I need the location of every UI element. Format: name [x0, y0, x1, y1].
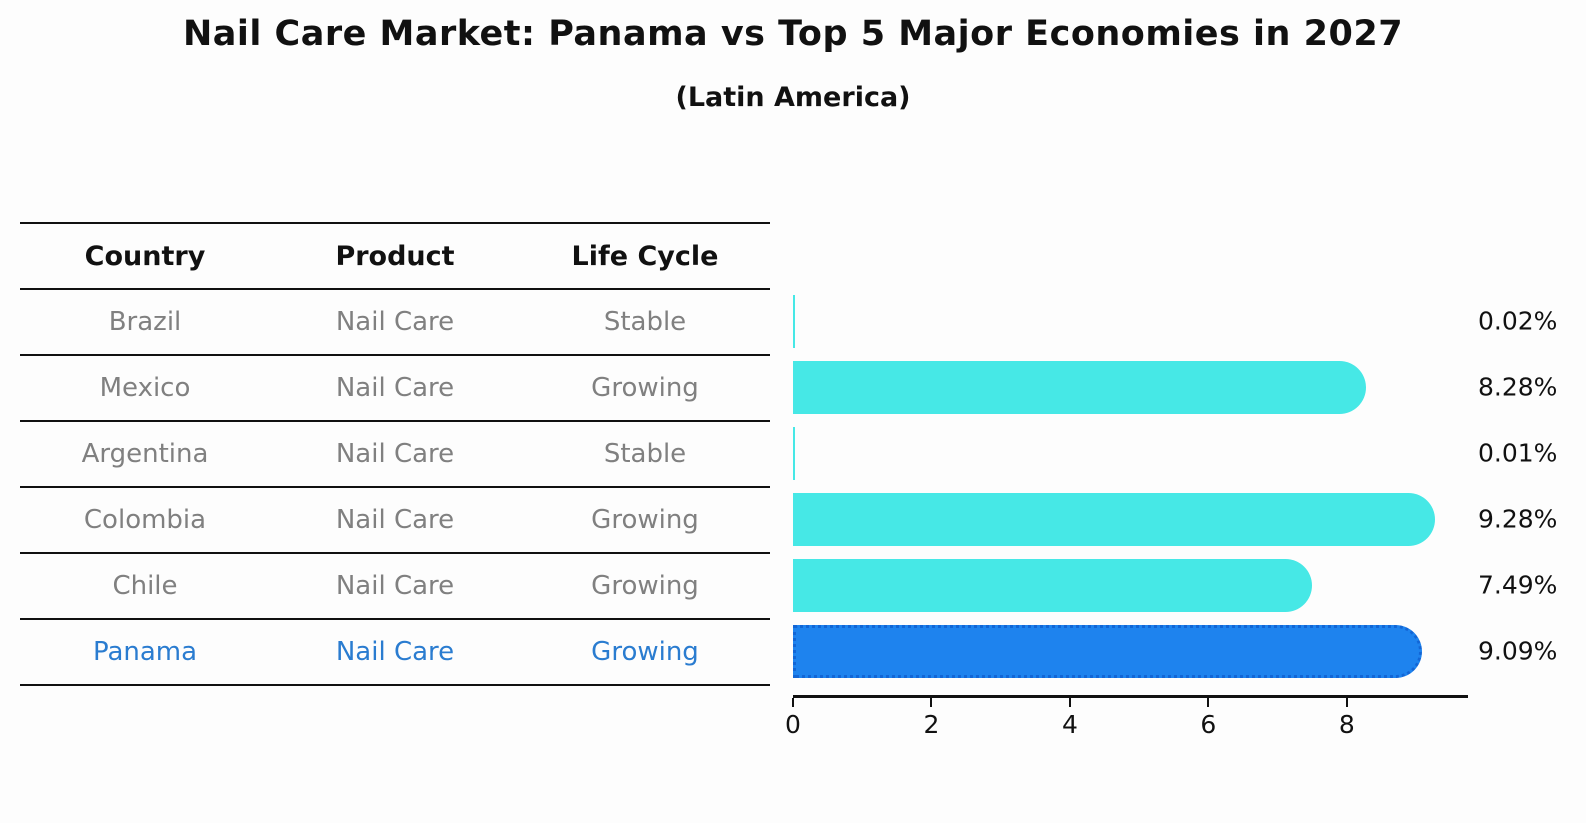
bar-value-label: 8.28% — [1478, 372, 1558, 402]
country-cell: Brazil — [108, 307, 182, 337]
country-cell: Colombia — [83, 505, 207, 535]
table-row: Argentina Nail Care Stable — [20, 422, 770, 488]
bar-value-label: 0.02% — [1478, 306, 1558, 336]
country-cell: Mexico — [99, 373, 191, 403]
table-row: Mexico Nail Care Growing — [20, 356, 770, 422]
bar-value-label: 9.09% — [1478, 636, 1558, 666]
table-row: Colombia Nail Care Growing — [20, 488, 770, 554]
country-cell: Chile — [112, 571, 178, 601]
x-axis-tick-mark — [930, 698, 933, 707]
bar-value-label: 7.49% — [1478, 570, 1558, 600]
bar-panama — [793, 624, 1423, 678]
bar-value-label: 9.28% — [1478, 504, 1558, 534]
life-cycle-cell: Growing — [591, 373, 699, 403]
column-header-life-cycle: Life Cycle — [571, 240, 719, 272]
chart-title: Nail Care Market: Panama vs Top 5 Major … — [182, 14, 1404, 54]
x-axis-tick-mark — [1345, 698, 1348, 707]
chart-subtitle: (Latin America) — [675, 82, 911, 113]
life-cycle-cell: Stable — [603, 307, 687, 337]
bar-colombia — [793, 492, 1436, 546]
product-cell: Nail Care — [335, 571, 455, 601]
country-cell: Argentina — [81, 439, 209, 469]
product-cell: Nail Care — [335, 373, 455, 403]
x-axis-tick-mark — [792, 698, 794, 707]
life-cycle-cell: Growing — [591, 505, 699, 535]
x-axis-tick-label: 0 — [785, 710, 801, 739]
life-cycle-cell: Growing — [591, 637, 699, 667]
table-row-highlighted: Panama Nail Care Growing — [20, 620, 770, 686]
bar-chile — [793, 558, 1312, 612]
bar-argentina — [793, 426, 795, 480]
product-cell: Nail Care — [335, 307, 455, 337]
table-row: Chile Nail Care Growing — [20, 554, 770, 620]
bar-mexico — [793, 360, 1367, 414]
x-axis-tick-label: 2 — [923, 710, 940, 739]
table-row: Brazil Nail Care Stable — [20, 290, 770, 356]
x-axis-tick-label: 4 — [1061, 710, 1078, 739]
column-header-product: Product — [335, 240, 455, 272]
column-header-country: Country — [84, 240, 206, 272]
life-cycle-cell: Stable — [603, 439, 687, 469]
x-axis-tick-mark — [1068, 698, 1071, 707]
country-cell: Panama — [92, 637, 198, 667]
product-cell: Nail Care — [335, 439, 455, 469]
bar-brazil — [793, 294, 795, 348]
country-table: Country Product Life Cycle Brazil Nail C… — [20, 222, 770, 686]
product-cell: Nail Care — [335, 505, 455, 535]
bar-value-label: 0.01% — [1478, 438, 1558, 468]
x-axis-tick-mark — [1207, 698, 1210, 707]
table-header-row: Country Product Life Cycle — [20, 224, 770, 290]
x-axis-line — [793, 695, 1468, 698]
life-cycle-cell: Growing — [591, 571, 699, 601]
product-cell: Nail Care — [335, 637, 455, 667]
x-axis-tick-label: 6 — [1200, 710, 1217, 739]
x-axis-tick-label: 8 — [1338, 710, 1355, 739]
